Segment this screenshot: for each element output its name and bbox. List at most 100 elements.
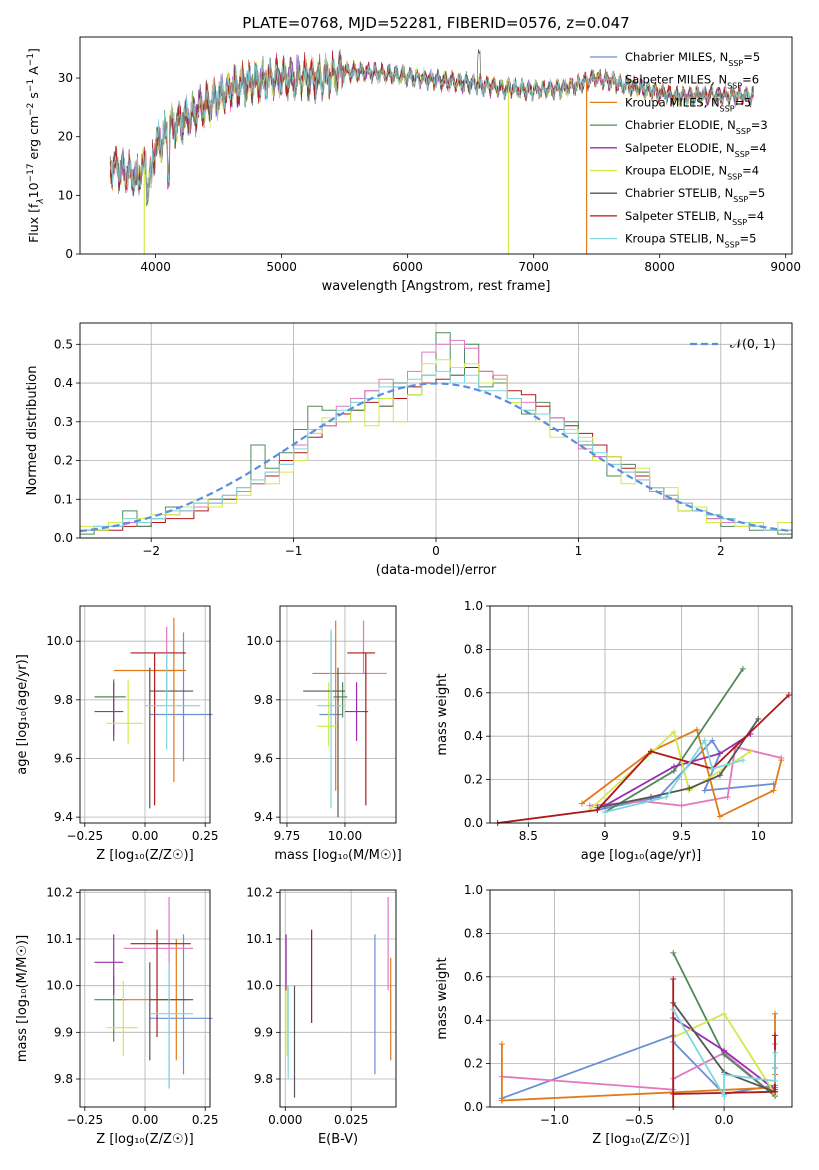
- y-tick-label: 0.3: [54, 415, 73, 429]
- y-tick-label: 0.0: [54, 531, 73, 545]
- y-tick-label: 10.0: [46, 634, 73, 648]
- data-marker: [670, 975, 677, 982]
- y-axis-label-part: −1: [26, 53, 36, 66]
- y-axis-label: age [log₁₀(age/yr)]: [15, 654, 30, 775]
- y-axis-label-part: A: [26, 66, 41, 79]
- y-tick-label: 0.6: [464, 686, 483, 700]
- data-marker: [721, 1093, 728, 1100]
- x-tick-label: 1: [575, 544, 583, 558]
- y-axis-label-part: −17: [26, 163, 36, 182]
- legend-label-name: Salpeter STELIB, N: [625, 209, 732, 223]
- legend-label-count: =5: [740, 232, 757, 246]
- spectrum-panel: 4000 5000 6000 7000 8000 9000 0 10 20 30 wavelengt…: [26, 36, 801, 294]
- legend-label-sub: SSP: [727, 172, 742, 181]
- y-tick-label: 10.0: [246, 979, 273, 993]
- legend-label-name: Chabrier STELIB, N: [625, 186, 733, 200]
- y-tick-label: 0.6: [464, 970, 483, 984]
- y-tick-label: 9.4: [54, 810, 73, 824]
- data-marker: [709, 737, 716, 744]
- x-axis-label: Z [log₁₀(Z/Z☉)]: [96, 848, 193, 863]
- legend-label-sub: SSP: [728, 59, 743, 68]
- data-marker: [747, 748, 754, 755]
- y-tick-label: 0.8: [464, 926, 483, 940]
- x-tick-label: 0.25: [192, 1113, 219, 1127]
- spectrum-line: [109, 55, 755, 203]
- x-tick-label: 6000: [392, 260, 423, 274]
- x-tick-label: 0.000: [268, 1113, 302, 1127]
- y-tick-label: 30: [58, 71, 73, 85]
- legend-label-name: Chabrier ELODIE, N: [625, 118, 736, 132]
- legend-label-sub: SSP: [736, 127, 751, 136]
- data-marker: [724, 793, 731, 800]
- data-marker: [670, 1090, 677, 1097]
- y-tick-label: 0.1: [54, 492, 73, 506]
- y-axis-label: mass weight: [435, 673, 450, 755]
- x-tick-label: 0: [432, 544, 440, 558]
- legend-label: Salpeter STELIB, NSSP=4: [625, 209, 764, 227]
- data-marker: [721, 1071, 728, 1078]
- legend-label: Kroupa STELIB, NSSP=5: [625, 232, 756, 250]
- y-tick-label: 0.4: [464, 1013, 483, 1027]
- y-tick-label: 9.6: [54, 751, 73, 765]
- legend-label-sub: SSP: [733, 195, 748, 204]
- legend-label-sub: SSP: [732, 217, 747, 226]
- y-tick-label: 0.0: [464, 1100, 483, 1114]
- x-axis-label: Z [log₁₀(Z/Z☉)]: [592, 1132, 689, 1147]
- y-tick-label: 0.2: [464, 773, 483, 787]
- age-vs-Z-panel: −0.25 0.00 0.25 9.4 9.6 9.8 10.0 Z [log₁₀(Z/Z☉)…: [15, 605, 219, 863]
- legend-label-name: Kroupa STELIB, N: [625, 232, 725, 246]
- data-marker: [778, 757, 785, 764]
- data-marker: [721, 1047, 728, 1054]
- y-tick-label: 10.1: [46, 932, 73, 946]
- y-tick-label: 10.0: [246, 634, 273, 648]
- legend-label-count: =5: [743, 50, 760, 64]
- x-axis-label: age [log₁₀(age/yr)]: [581, 848, 702, 863]
- y-tick-label: 9.9: [254, 1025, 273, 1039]
- data-marker: [578, 800, 585, 807]
- legend-label-count: =5: [735, 95, 752, 109]
- data-marker: [670, 763, 677, 770]
- weight-line: [581, 728, 783, 818]
- y-tick-label: 9.4: [254, 810, 273, 824]
- y-axis-label-part: s: [26, 92, 41, 103]
- weight-line: [597, 739, 774, 811]
- x-tick-label: 10.00: [328, 829, 362, 843]
- x-tick-label: −0.25: [66, 1113, 103, 1127]
- axes-frame: [79, 889, 211, 1108]
- data-marker: [716, 813, 723, 820]
- axes-frame: [79, 322, 793, 539]
- y-tick-label: 0.0: [464, 816, 483, 830]
- data-marker: [716, 750, 723, 757]
- data-marker: [772, 1049, 779, 1056]
- axes-frame: [279, 605, 397, 824]
- data-marker: [772, 1077, 779, 1084]
- data-marker: [693, 726, 700, 733]
- y-axis-label-part: λ: [36, 198, 46, 204]
- y-axis-label-part: ]: [26, 48, 41, 53]
- y-tick-label: 10.1: [246, 932, 273, 946]
- x-tick-label: 0.0: [715, 1113, 734, 1127]
- data-marker: [772, 1032, 779, 1039]
- axes-frame: [279, 889, 397, 1108]
- data-marker: [701, 787, 708, 794]
- weight-line: [604, 733, 752, 807]
- axes-frame: [79, 605, 211, 824]
- y-axis-label: Flux [fλ10−17 erg cm−2 s−1 A−1]: [26, 48, 46, 243]
- data-marker: [770, 787, 777, 794]
- legend-label: Kroupa ELODIE, NSSP=4: [625, 164, 759, 182]
- x-tick-label: −2: [142, 544, 160, 558]
- legend-label: Kroupa MILES, NSSP=5: [625, 95, 751, 113]
- data-marker: [601, 809, 608, 816]
- data-marker: [686, 785, 693, 792]
- data-marker: [739, 757, 746, 764]
- x-tick-label: 9.75: [274, 829, 301, 843]
- data-marker: [739, 665, 746, 672]
- data-marker: [772, 1088, 779, 1095]
- x-tick-label: 7000: [518, 260, 549, 274]
- legend-label-sub: SSP: [727, 81, 742, 90]
- data-marker: [594, 806, 601, 813]
- data-marker: [670, 1006, 677, 1013]
- y-tick-label: 0.4: [464, 729, 483, 743]
- legend-label-count: =4: [742, 164, 759, 178]
- x-axis-label: mass [log₁₀(M/M☉)]: [274, 848, 401, 863]
